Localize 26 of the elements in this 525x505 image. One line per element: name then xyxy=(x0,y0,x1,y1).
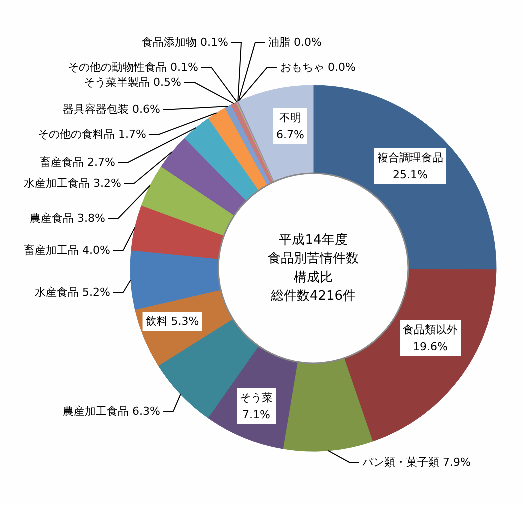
slice-label: 水産食品 5.2% xyxy=(35,286,111,299)
category-label: 油脂 0.0% xyxy=(268,36,322,49)
slice-label: 農産加工食品 6.3% xyxy=(63,405,161,418)
slice-label: その他の動物性食品 0.1% xyxy=(68,61,199,74)
slice-label: 不明 xyxy=(280,112,302,125)
slice-label: 水産加工食品 3.2% xyxy=(24,177,122,190)
slice-label: 畜産食品 2.7% xyxy=(40,156,116,169)
slice-label: 食品類以外 xyxy=(403,324,458,337)
slice-label: そう菜 xyxy=(240,392,273,405)
data-label: 6.7% xyxy=(276,128,304,142)
data-label: 19.6% xyxy=(413,340,448,354)
data-label: 25.1% xyxy=(393,168,428,182)
slice-label: 複合調理食品 xyxy=(378,152,444,165)
slice-label: その他の食料品 1.7% xyxy=(38,128,147,141)
data-label: 7.1% xyxy=(242,408,270,422)
slice-label: 食品添加物 0.1% xyxy=(142,36,229,49)
slice-label: 農産食品 3.8% xyxy=(30,212,106,225)
slice-label: パン類・菓子類 7.9% xyxy=(362,456,471,469)
text: 総件数4216件 xyxy=(270,289,356,304)
text: 食品別苦情件数構成比 xyxy=(268,252,359,286)
text: 平成14年度 xyxy=(279,232,348,248)
slice-label: 飲料 5.3% xyxy=(146,315,200,328)
slice-label: そう菜半製品 0.5% xyxy=(84,76,182,89)
slice-label: 器具容器包装 0.6% xyxy=(63,103,161,116)
slice-label: 畜産加工品 4.0% xyxy=(24,244,111,257)
category-label: おもちゃ 0.0% xyxy=(280,61,356,74)
